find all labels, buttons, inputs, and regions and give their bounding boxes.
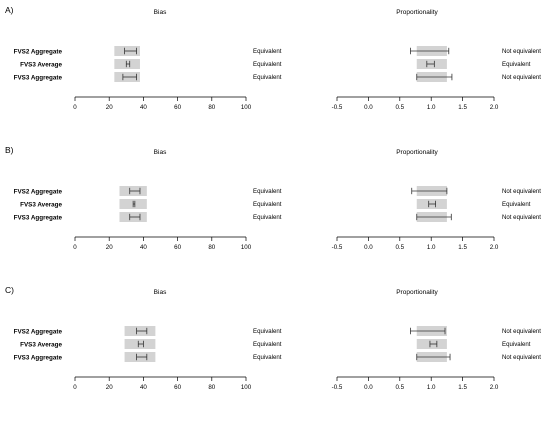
proportionality-verdict: Not equivalent: [502, 354, 541, 361]
row-label: FVS2 Aggregate: [14, 328, 63, 335]
proportionality-tick-label: 1.0: [427, 104, 436, 111]
proportionality-verdict: Not equivalent: [502, 188, 541, 195]
bias-title: Bias: [154, 149, 167, 156]
proportionality-tick-label: 1.5: [458, 104, 467, 111]
proportionality-tick-label: 0.5: [395, 244, 404, 251]
proportionality-tick-label: -0.5: [332, 244, 343, 251]
proportionality-verdict: Equivalent: [502, 201, 531, 208]
bias-tick-label: 20: [106, 244, 113, 251]
row-label: FVS3 Average: [20, 61, 62, 68]
panel-label: A): [5, 5, 14, 15]
proportionality-tick-label: 1.5: [458, 384, 467, 391]
bias-tick-label: 100: [241, 244, 252, 251]
bias-verdict: Equivalent: [253, 201, 282, 208]
bias-tick-label: 60: [174, 244, 181, 251]
proportionality-verdict: Not equivalent: [502, 74, 541, 81]
bias-tick-label: 40: [140, 104, 147, 111]
bias-verdict: Equivalent: [253, 341, 282, 348]
panel-label: C): [5, 285, 14, 295]
proportionality-tick-label: 2.0: [490, 244, 499, 251]
panel-c: C) FVS2 Aggregate FVS3 Average FVS3 Aggrega…: [5, 285, 541, 391]
bias-tick-label: 80: [208, 244, 215, 251]
proportionality-tick-label: 2.0: [490, 104, 499, 111]
row-label: FVS2 Aggregate: [14, 188, 63, 195]
proportionality-verdict: Equivalent: [502, 61, 531, 68]
row-label: FVS3 Aggregate: [14, 214, 63, 221]
proportionality-tick-label: 1.0: [427, 244, 436, 251]
proportionality-tick-label: 0.0: [364, 244, 373, 251]
bias-tick-label: 100: [241, 384, 252, 391]
proportionality-verdict: Equivalent: [502, 341, 531, 348]
proportionality-verdict: Not equivalent: [502, 48, 541, 55]
bias-tick-label: 80: [208, 384, 215, 391]
proportionality-title: Proportionality: [396, 289, 438, 296]
proportionality-title: Proportionality: [396, 9, 438, 16]
bias-title: Bias: [154, 9, 167, 16]
proportionality-tick-label: 0.0: [364, 104, 373, 111]
bias-tick-label: 0: [73, 104, 77, 111]
bias-tick-label: 60: [174, 104, 181, 111]
panel-label: B): [5, 145, 14, 155]
bias-tick-label: 80: [208, 104, 215, 111]
panel-b: B) FVS2 Aggregate FVS3 Average FVS3 Aggrega…: [5, 145, 541, 251]
proportionality-tick-label: 0.5: [395, 104, 404, 111]
bias-verdict: Equivalent: [253, 188, 282, 195]
row-label: FVS3 Aggregate: [14, 74, 63, 81]
bias-tick-label: 20: [106, 104, 113, 111]
proportionality-tick-label: 1.5: [458, 244, 467, 251]
bias-verdict: Equivalent: [253, 74, 282, 81]
row-label: FVS3 Average: [20, 341, 62, 348]
bias-verdict: Equivalent: [253, 61, 282, 68]
bias-tick-label: 40: [140, 244, 147, 251]
proportionality-title: Proportionality: [396, 149, 438, 156]
proportionality-verdict: Not equivalent: [502, 328, 541, 335]
proportionality-tick-label: 2.0: [490, 384, 499, 391]
proportionality-tick-label: 0.5: [395, 384, 404, 391]
row-label: FVS3 Average: [20, 201, 62, 208]
row-label: FVS2 Aggregate: [14, 48, 63, 55]
proportionality-tick-label: 1.0: [427, 384, 436, 391]
proportionality-tick-label: 0.0: [364, 384, 373, 391]
panel-a: A) FVS2 Aggregate FVS3 Average FVS3 Aggrega…: [5, 5, 541, 111]
bias-tick-label: 60: [174, 384, 181, 391]
bias-verdict: Equivalent: [253, 48, 282, 55]
row-label: FVS3 Aggregate: [14, 354, 63, 361]
proportionality-verdict: Not equivalent: [502, 214, 541, 221]
bias-verdict: Equivalent: [253, 354, 282, 361]
proportionality-tick-label: -0.5: [332, 104, 343, 111]
bias-verdict: Equivalent: [253, 214, 282, 221]
bias-tick-label: 100: [241, 104, 252, 111]
bias-verdict: Equivalent: [253, 328, 282, 335]
bias-tick-label: 0: [73, 244, 77, 251]
proportionality-tick-label: -0.5: [332, 384, 343, 391]
bias-title: Bias: [154, 289, 167, 296]
bias-tick-label: 20: [106, 384, 113, 391]
bias-tick-label: 40: [140, 384, 147, 391]
bias-tick-label: 0: [73, 384, 77, 391]
